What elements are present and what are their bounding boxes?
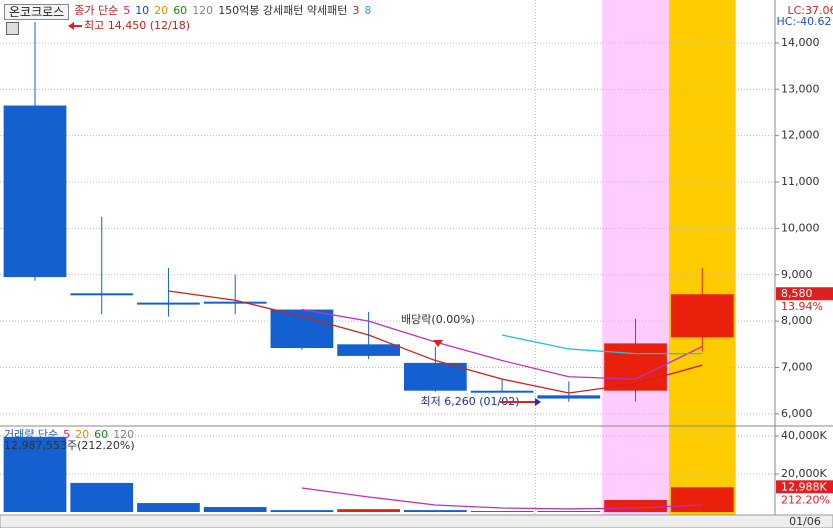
candle-body bbox=[670, 294, 734, 338]
legend-item: 3 bbox=[352, 4, 360, 17]
volume-legend: 거래량 단순 5 20 60 120 bbox=[4, 428, 134, 442]
volume-bar bbox=[3, 436, 67, 512]
arrow bbox=[433, 340, 443, 347]
indicator: LC:37.06 bbox=[787, 4, 833, 17]
ma-line bbox=[301, 308, 703, 380]
volume-bar bbox=[470, 511, 534, 512]
volume-bar bbox=[137, 503, 200, 512]
legend-item: 20 bbox=[154, 4, 169, 17]
legend-item: 5 bbox=[63, 428, 71, 441]
last-change: 212.20% bbox=[781, 493, 830, 506]
candle-body bbox=[203, 301, 267, 304]
y-tick-label: 11,000 bbox=[781, 175, 820, 188]
y-tick-label: 40,000K bbox=[781, 429, 827, 442]
legend-item: 60 bbox=[173, 4, 188, 17]
arrow bbox=[535, 398, 541, 406]
legend-item: 5 bbox=[123, 4, 131, 17]
legend-label: 거래량 단순 bbox=[4, 428, 59, 441]
settings-icon[interactable] bbox=[6, 22, 19, 35]
legend-item: 120 bbox=[113, 428, 135, 441]
candle-body bbox=[70, 293, 134, 296]
y-tick-label: 12,000 bbox=[781, 129, 820, 142]
legend-item: 60 bbox=[94, 428, 109, 441]
legend-label: 150억봉 강세패턴 약세패턴 bbox=[218, 4, 348, 17]
volume-bar bbox=[203, 507, 267, 512]
y-tick-label: 14,000 bbox=[781, 36, 820, 49]
y-tick-label: 8,000 bbox=[781, 314, 813, 327]
candle-body bbox=[337, 344, 400, 356]
current-date: 01/06 bbox=[789, 515, 821, 528]
y-tick-label: 20,000K bbox=[781, 467, 827, 480]
candle-body bbox=[604, 343, 667, 391]
legend: 온코크로스 종가 단순 5 10 20 60 120 150억봉 강세패턴 약세패턴 3 8 bbox=[4, 4, 371, 20]
volume-bar bbox=[270, 510, 334, 512]
pattern-bg bbox=[602, 0, 669, 515]
date-bar bbox=[0, 514, 833, 528]
last-change: 13.94% bbox=[781, 300, 823, 313]
legend-item: 8 bbox=[364, 4, 372, 17]
last-tag: 8,580 bbox=[781, 287, 813, 300]
ma-line bbox=[168, 290, 703, 394]
pattern-bg bbox=[668, 0, 736, 515]
y-tick-label: 10,000 bbox=[781, 221, 820, 234]
volume-summary: 12,987,553주(212.20%) bbox=[4, 439, 135, 452]
candle-body bbox=[470, 390, 534, 393]
candle-body bbox=[270, 309, 334, 349]
y-tick-label: 7,000 bbox=[781, 361, 813, 374]
annotation: 배당락(0.00%) bbox=[401, 313, 475, 326]
ma-line bbox=[501, 334, 703, 355]
candle-body bbox=[137, 302, 200, 305]
volume-bar bbox=[337, 509, 400, 512]
y-tick-label: 9,000 bbox=[781, 268, 813, 281]
last-tag-bg bbox=[776, 480, 833, 494]
legend-item: 120 bbox=[192, 4, 214, 17]
candle-body bbox=[3, 105, 67, 278]
ma-line bbox=[301, 487, 703, 510]
volume-bar bbox=[670, 487, 734, 512]
volume-bar bbox=[604, 500, 667, 512]
candle-body bbox=[537, 395, 601, 399]
pattern-backgrounds bbox=[602, 0, 736, 515]
indicator: HC:-40.62 bbox=[776, 15, 831, 28]
y-tick-label: 13,000 bbox=[781, 82, 820, 95]
pattern-legend: 150억봉 강세패턴 약세패턴 3 8 bbox=[218, 4, 371, 20]
annotation: 최저 6,260 (01/02) bbox=[420, 395, 519, 408]
arrow bbox=[68, 22, 82, 30]
volume-bar bbox=[537, 511, 601, 512]
legend-item: 10 bbox=[135, 4, 150, 17]
stock-name[interactable]: 온코크로스 bbox=[4, 4, 70, 20]
last-tag-bg bbox=[776, 287, 833, 301]
volume-bar bbox=[404, 510, 467, 512]
candle-body bbox=[404, 362, 467, 391]
ma-legend: 종가 단순 5 10 20 60 120 bbox=[74, 4, 213, 20]
legend-item: 20 bbox=[75, 428, 90, 441]
y-tick-label: 6,000 bbox=[781, 407, 813, 420]
annotation: 최고 14,450 (12/18) bbox=[84, 19, 190, 32]
legend-label: 종가 단순 bbox=[74, 4, 119, 17]
last-tag: 12,988K bbox=[781, 480, 827, 493]
volume-bar bbox=[70, 482, 134, 512]
